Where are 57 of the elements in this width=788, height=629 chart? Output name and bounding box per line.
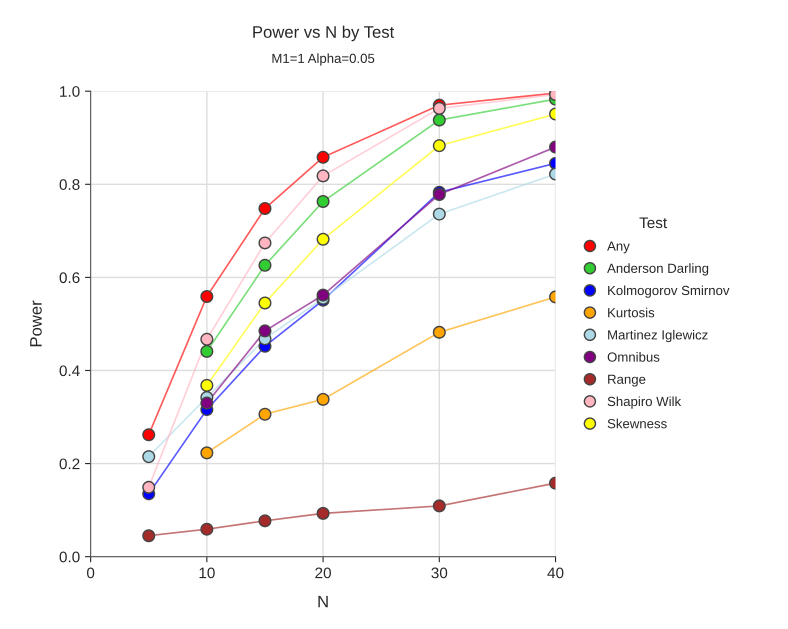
point [316, 195, 330, 208]
legend-label: Shapiro Wilk [608, 396, 682, 409]
x-axis-title: N [318, 596, 328, 608]
y-tick-label: 0.8 [60, 179, 80, 190]
point [142, 450, 156, 464]
point [200, 290, 214, 303]
point [200, 446, 214, 460]
point [258, 514, 272, 528]
x-tick-label: 10 [200, 567, 215, 578]
point [200, 332, 214, 346]
point [432, 188, 446, 202]
y-tick-label: 0.2 [60, 458, 80, 470]
point [258, 296, 272, 310]
point [258, 202, 272, 216]
point [432, 102, 446, 115]
point [258, 258, 272, 272]
point [258, 236, 272, 250]
point [200, 378, 214, 392]
legend-title: Test [639, 217, 668, 228]
point [316, 169, 330, 182]
y-tick-label: 1.0 [60, 86, 80, 97]
chart-title: Power vs N by Test [253, 26, 394, 42]
legend-label: Anderson Darling [607, 263, 708, 276]
legend-label: Range [608, 374, 646, 387]
point [200, 522, 214, 536]
y-tick-label: 0.6 [60, 272, 80, 284]
point [142, 529, 156, 542]
point [258, 324, 272, 338]
legend-label: Martinez Iglewicz [608, 330, 708, 342]
x-tick-label: 30 [431, 567, 448, 578]
y-axis-title: Power [30, 300, 42, 346]
legend-label: Omnibus [608, 352, 660, 362]
legend-label: Any [607, 242, 630, 254]
point [142, 428, 156, 442]
point [432, 499, 446, 512]
y-tick-label: 0.4 [60, 365, 80, 376]
y-tick-label: 0.0 [60, 552, 80, 562]
x-tick-label: 40 [547, 567, 564, 578]
chart-subtitle: M1=1 Alpha=0.05 [272, 53, 374, 66]
point [142, 480, 156, 494]
legend-label: Skewness [608, 418, 667, 428]
x-tick-label: 0 [86, 567, 94, 578]
point [200, 344, 214, 358]
point [316, 392, 330, 406]
point [316, 150, 330, 164]
x-tick-label: 20 [315, 567, 331, 578]
point [432, 208, 446, 221]
legend-label: Kurtosis [608, 308, 654, 318]
point [432, 326, 446, 339]
point [432, 114, 446, 127]
point [432, 139, 446, 152]
point [200, 396, 214, 410]
point [258, 408, 272, 421]
point [316, 288, 330, 302]
legend-label: Kolmogorov Smirnov [608, 285, 730, 298]
point [316, 232, 330, 246]
point [316, 506, 330, 520]
